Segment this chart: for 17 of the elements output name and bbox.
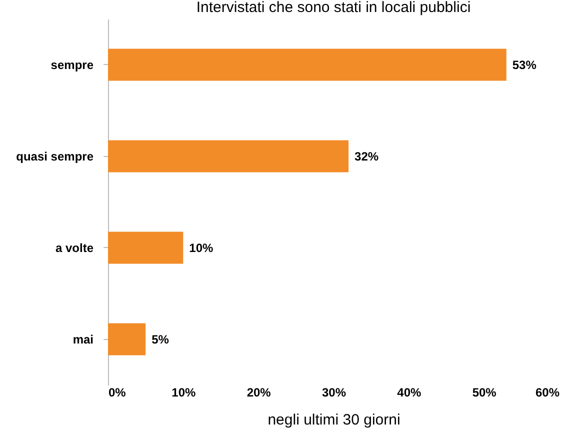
- x-tick-label: 50%: [472, 386, 497, 400]
- x-tick-label: 20%: [246, 386, 272, 400]
- data-label: 32%: [354, 149, 379, 164]
- x-tick-label: 0%: [108, 386, 126, 400]
- y-tick-label: mai: [72, 332, 94, 346]
- data-label: 10%: [189, 240, 214, 255]
- data-label: 53%: [512, 58, 537, 72]
- y-tick-label: a volte: [55, 240, 94, 255]
- x-tick-label: 30%: [322, 386, 346, 400]
- y-tick-label: quasi sempre: [16, 149, 94, 164]
- x-tick-label: 40%: [397, 386, 422, 400]
- x-tick-label: 10%: [172, 386, 196, 400]
- y-tick-label: sempre: [50, 58, 94, 72]
- x-tick-label: 60%: [535, 386, 560, 400]
- x-axis-title: negli ultimi 30 giorni: [268, 412, 400, 428]
- chart-title: Intervistati che sono stati in locali pubblici: [196, 0, 471, 16]
- data-label: 5%: [152, 332, 170, 346]
